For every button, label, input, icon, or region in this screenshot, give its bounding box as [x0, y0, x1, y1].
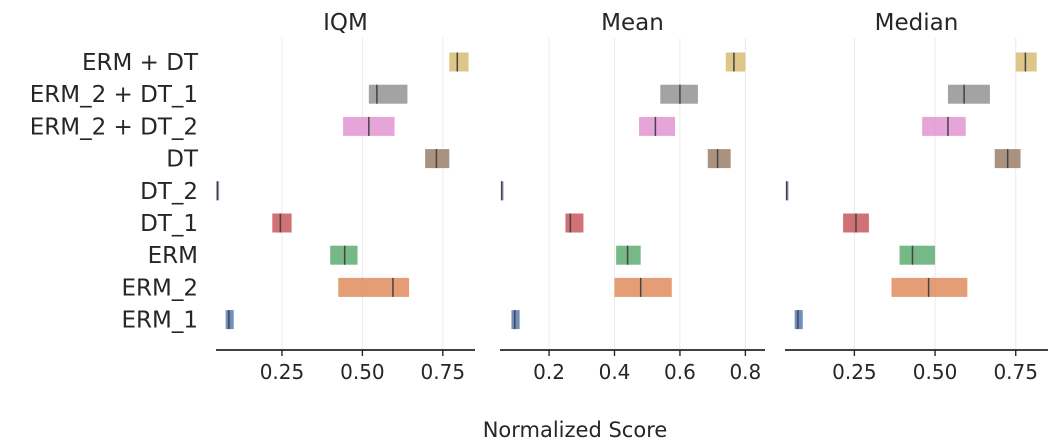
mean-tick-label-0: 0.2 [533, 360, 565, 384]
mean-bar-erm-1 [511, 310, 520, 330]
mean-bar-dt [707, 149, 731, 169]
iqm-tick-label-0: 0.25 [260, 360, 305, 384]
row-label-erm-2-dt-2: ERM_2 + DT_2 [30, 114, 198, 140]
median-bar-erm [899, 245, 936, 265]
mean-bar-erm [616, 245, 641, 265]
row-label-erm: ERM [148, 243, 198, 269]
mean-tick-label-3: 0.8 [729, 360, 761, 384]
iqm-bar-erm-2-dt-1 [368, 84, 408, 104]
median-bar-erm-2-dt-2 [922, 116, 966, 136]
median-bar-erm-1 [794, 310, 803, 330]
row-label-dt-2: DT_2 [140, 179, 198, 205]
iqm-tick-label-2: 0.75 [421, 360, 466, 384]
median-bar-erm-2 [891, 277, 968, 297]
panel-title-mean: Mean [601, 10, 664, 36]
median-bar-erm-2-dt-1 [947, 84, 990, 104]
panel-title-iqm: IQM [323, 10, 368, 36]
mean-bar-erm-2-dt-2 [639, 116, 676, 136]
median-tick-label-0: 0.25 [832, 360, 877, 384]
iqm-bar-erm-dt [449, 52, 469, 72]
median-tick-label-2: 0.75 [993, 360, 1038, 384]
row-label-erm-1: ERM_1 [122, 308, 199, 334]
mean-bar-erm-2 [614, 277, 672, 297]
row-label-dt: DT [166, 147, 199, 173]
panel-title-median: Median [875, 10, 959, 36]
iqm-bar-erm [330, 245, 358, 265]
iqm-bar-erm-2 [338, 277, 410, 297]
mean-bar-erm-dt [725, 52, 746, 72]
x-axis-label: Normalized Score [483, 418, 668, 442]
median-bar-erm-dt [1015, 52, 1037, 72]
iqm-tick-label-1: 0.50 [340, 360, 385, 384]
mean-tick-label-2: 0.6 [664, 360, 696, 384]
mean-tick-label-1: 0.4 [599, 360, 631, 384]
iqm-bar-dt [425, 149, 450, 169]
iqm-bar-erm-1 [225, 310, 234, 330]
mean-bar-dt-1 [565, 213, 584, 233]
row-label-erm-2-dt-1: ERM_2 + DT_1 [30, 82, 198, 108]
median-tick-label-1: 0.50 [913, 360, 958, 384]
row-label-erm-dt: ERM + DT [82, 50, 199, 76]
mean-bar-erm-2-dt-1 [660, 84, 698, 104]
row-label-dt-1: DT_1 [140, 211, 198, 237]
row-label-erm-2: ERM_2 [122, 275, 199, 301]
iqm-bar-dt-1 [272, 213, 292, 233]
